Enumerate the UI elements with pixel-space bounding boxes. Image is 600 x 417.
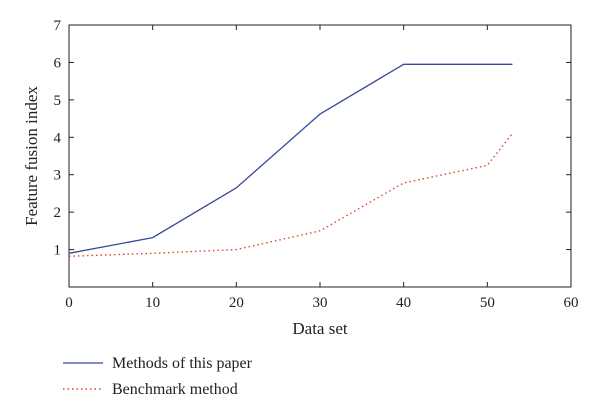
x-tick-label: 30 — [313, 295, 328, 311]
x-axis-ticks: 0 10 20 30 40 50 60 — [65, 25, 579, 311]
y-tick-label: 5 — [54, 93, 62, 109]
legend-label-benchmark-method: Benchmark method — [112, 381, 238, 398]
x-tick-label: 0 — [65, 295, 73, 311]
x-tick-label: 20 — [229, 295, 244, 311]
legend: Methods of this paper Benchmark method — [63, 355, 253, 398]
y-tick-label: 4 — [54, 130, 62, 146]
series-line-1 — [68, 133, 513, 258]
y-tick-label: 2 — [54, 205, 62, 221]
x-tick-label: 50 — [480, 295, 495, 311]
x-tick-label: 40 — [396, 295, 411, 311]
series-lines — [68, 63, 513, 258]
series-line-0 — [68, 63, 513, 254]
x-tick-label: 60 — [564, 295, 579, 311]
y-tick-label: 3 — [54, 168, 62, 184]
y-tick-label: 1 — [54, 243, 62, 259]
y-tick-label: 6 — [54, 55, 62, 71]
legend-label-methods-of-this-paper: Methods of this paper — [112, 355, 253, 372]
x-axis-label: Data set — [292, 319, 348, 338]
y-axis-ticks: 1 2 3 4 5 6 7 — [54, 18, 571, 259]
y-axis-label: Feature fusion index — [22, 86, 41, 226]
x-tick-label: 10 — [145, 295, 160, 311]
y-tick-label: 7 — [54, 18, 62, 34]
